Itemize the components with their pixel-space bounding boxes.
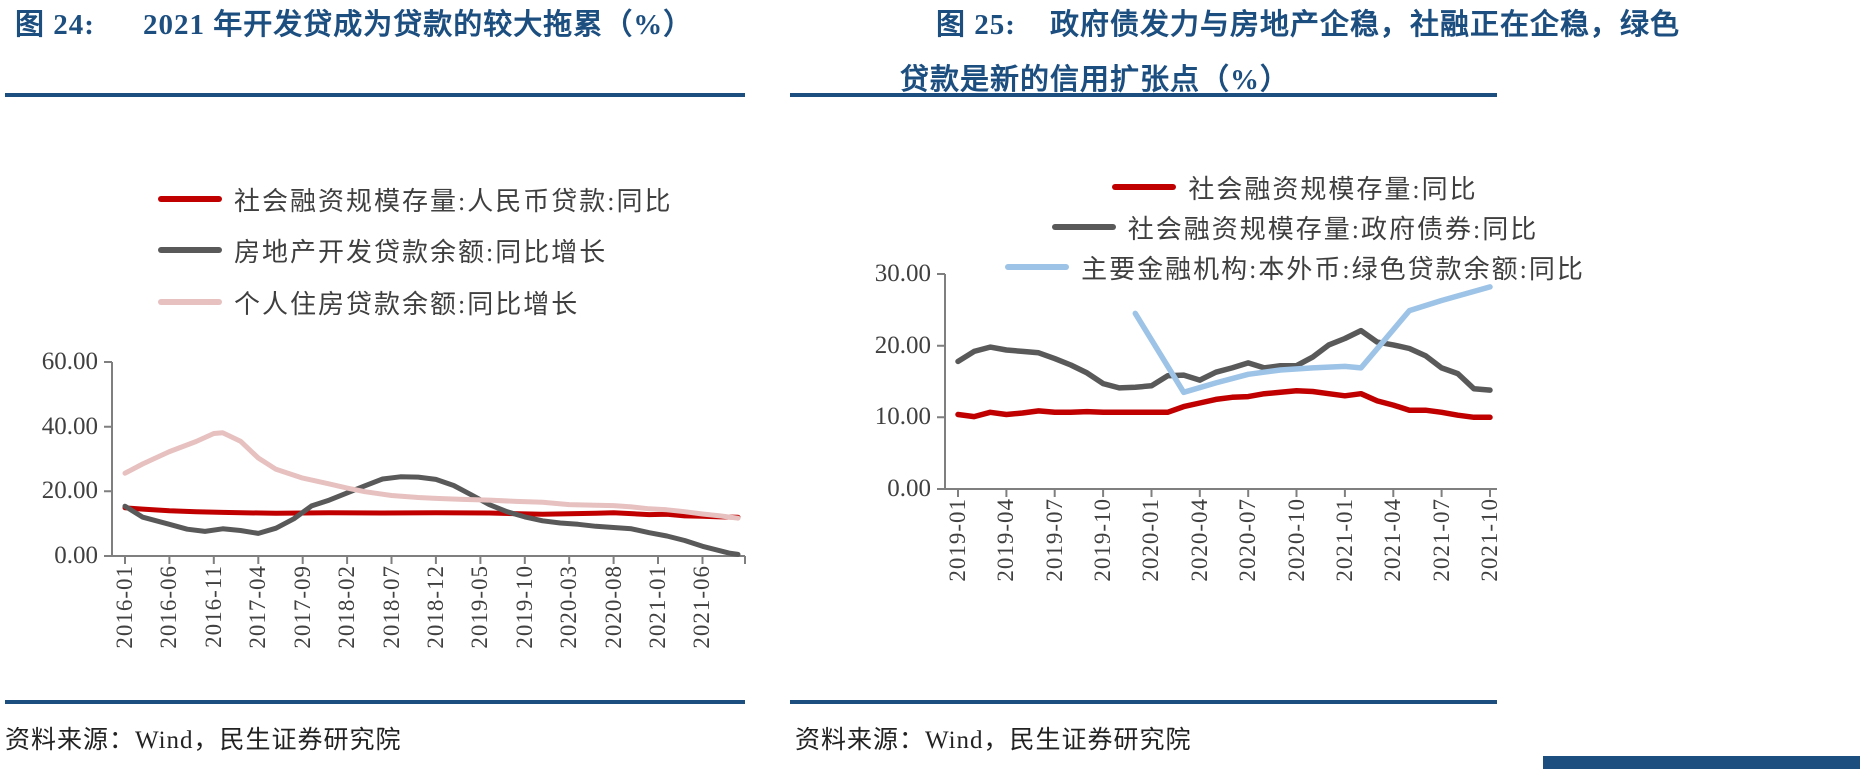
legend-swatch-red [158, 196, 222, 202]
series-line-1-1 [955, 327, 1493, 393]
series-line-1-0 [955, 388, 1493, 421]
y-tick-label: 0.00 [54, 542, 98, 569]
y-tick-label: 20.00 [41, 477, 98, 505]
y-tick-label: 40.00 [41, 412, 98, 440]
series-line-0-0 [122, 505, 741, 520]
y-tick-label: 60.00 [41, 348, 98, 375]
fig25-title-line2: 贷款是新的信用扩张点（%） [900, 64, 1291, 96]
y-tick-label: 10.00 [874, 403, 931, 431]
legend-label: 房地产开发贷款余额:同比增长 [234, 237, 608, 267]
fig24-source: 资料来源：Wind，民生证券研究院 [5, 727, 402, 754]
legend-swatch-blue [1005, 264, 1070, 270]
fig25-footer-rule [790, 700, 1497, 704]
page-footer-bar [1543, 756, 1860, 769]
series-line-0-2 [122, 430, 741, 521]
chart-axes-1 [937, 273, 1497, 497]
legend-item: 社会融资规模存量:政府债券:同比 [1010, 210, 1580, 244]
legend-label: 个人住房贷款余额:同比增长 [234, 289, 580, 319]
y-tick-label: 0.00 [887, 475, 931, 502]
fig24-footer-rule [5, 700, 745, 704]
legend-label: 社会融资规模存量:政府债券:同比 [1127, 214, 1539, 244]
legend-swatch-pink [158, 299, 222, 305]
legend-item: 社会融资规模存量:同比 [1010, 170, 1580, 204]
legend-item: 主要金融机构:本外币:绿色贷款余额:同比 [1005, 250, 1583, 284]
series-line-1-2 [1132, 284, 1493, 396]
legend-item: 个人住房贷款余额:同比增长 [158, 285, 579, 319]
legend-item: 社会融资规模存量:人民币贷款:同比 [158, 182, 672, 216]
fig24-title: 2021 年开发贷成为贷款的较大拖累（%） [143, 9, 694, 41]
y-tick-label: 20.00 [874, 331, 931, 359]
fig25-label: 图 25: [936, 9, 1016, 41]
fig25-source: 资料来源：Wind，民生证券研究院 [795, 727, 1192, 754]
fig25-title-line1: 政府债发力与房地产企稳，社融正在企稳，绿色 [1050, 9, 1681, 41]
legend-label: 社会融资规模存量:同比 [1188, 174, 1478, 204]
y-tick-label: 30.00 [874, 260, 931, 287]
legend-item: 房地产开发贷款余额:同比增长 [158, 233, 607, 267]
legend-swatch-gray [158, 247, 222, 253]
legend-label: 社会融资规模存量:人民币贷款:同比 [234, 186, 673, 216]
legend-swatch-gray [1051, 224, 1116, 230]
legend-label: 主要金融机构:本外币:绿色贷款余额:同比 [1081, 254, 1585, 284]
legend-swatch-red [1112, 184, 1177, 190]
fig24-header-rule [5, 93, 745, 97]
fig24-label: 图 24: [15, 9, 95, 41]
fig25-header-rule [790, 93, 1497, 97]
series-line-0-1 [122, 474, 741, 557]
chart-axes-0 [104, 361, 746, 564]
